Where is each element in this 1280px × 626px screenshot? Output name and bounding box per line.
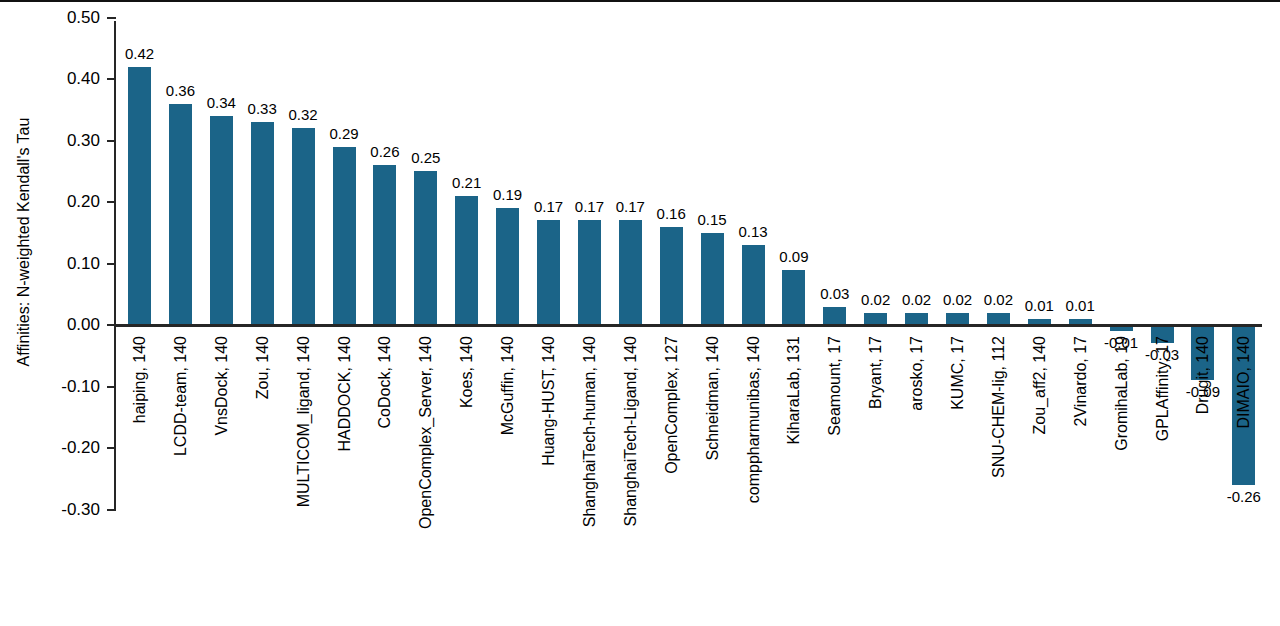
value-label: 0.32 — [288, 107, 317, 123]
bar — [128, 67, 151, 325]
value-label: 0.29 — [329, 126, 358, 142]
category-label: Zou_aff2, 140 — [1030, 336, 1049, 434]
category-label: Seamount, 17 — [825, 336, 844, 436]
value-label: 0.02 — [943, 292, 972, 308]
bar — [292, 128, 315, 325]
zero-line — [114, 324, 1262, 327]
y-tick-label: 0.50 — [34, 9, 100, 27]
category-label: comppharmunibas, 140 — [744, 336, 763, 503]
category-label: SNU-CHEM-lig, 112 — [989, 336, 1008, 478]
value-label: 0.02 — [902, 292, 931, 308]
category-label: Koes, 140 — [457, 336, 476, 408]
value-label: 0.02 — [861, 292, 890, 308]
bar — [455, 196, 478, 325]
category-label: GromihaLab, 19 — [1112, 336, 1131, 451]
category-label: ShanghaiTech-Ligand, 140 — [621, 336, 640, 526]
y-tick-label: 0.10 — [34, 255, 100, 273]
value-label: 0.13 — [738, 224, 767, 240]
y-axis-title: Affinities: N-weighted Kendall's Tau — [15, 118, 33, 367]
y-axis-line — [114, 21, 116, 511]
bar — [742, 245, 765, 325]
top-border-line — [0, 0, 1280, 2]
bar — [210, 116, 233, 325]
value-label: 0.09 — [779, 249, 808, 265]
bar — [782, 270, 805, 325]
bar — [701, 233, 724, 325]
category-label: HADDOCK, 140 — [335, 336, 354, 452]
y-tick-label: -0.30 — [34, 501, 100, 519]
category-label: OpenComplex, 127 — [662, 336, 681, 474]
bar — [251, 122, 274, 325]
category-label: Huang-HUST, 140 — [539, 336, 558, 466]
value-label: 0.26 — [370, 144, 399, 160]
category-label: VnsDock, 140 — [212, 336, 231, 436]
y-tick-label: 0.00 — [34, 316, 100, 334]
value-label: 0.16 — [657, 206, 686, 222]
value-label: 0.42 — [125, 46, 154, 62]
y-tick-label: 0.30 — [34, 132, 100, 150]
category-label: ShanghaiTech-human, 140 — [580, 336, 599, 527]
chart-page: Affinities: N-weighted Kendall's Tau 0.5… — [0, 0, 1280, 626]
category-label: haiping, 140 — [130, 336, 149, 423]
category-label: 2Vinardo, 17 — [1071, 336, 1090, 426]
category-label: CoDock, 140 — [375, 336, 394, 429]
bar — [619, 220, 642, 325]
category-label: KiharaLab, 131 — [784, 336, 803, 445]
value-label: 0.36 — [166, 83, 195, 99]
category-label: MULTICOM_ligand, 140 — [294, 336, 313, 507]
value-label: 0.17 — [575, 199, 604, 215]
value-label: 0.01 — [1066, 298, 1095, 314]
value-label: 0.15 — [697, 212, 726, 228]
category-label: McGuffin, 140 — [498, 336, 517, 435]
bar — [578, 220, 601, 325]
value-label: 0.34 — [207, 95, 236, 111]
category-label: OpenComplex_Server, 140 — [416, 336, 435, 529]
category-label: DIMAIO, 140 — [1234, 336, 1253, 428]
bar — [414, 171, 437, 325]
y-tick-label: -0.10 — [34, 378, 100, 396]
category-label: LCDD-team, 140 — [171, 336, 190, 456]
y-tick-mark — [107, 17, 116, 19]
bar — [373, 165, 396, 325]
value-label: 0.25 — [411, 150, 440, 166]
value-label: -0.26 — [1227, 489, 1261, 505]
bar — [496, 208, 519, 325]
value-label: 0.33 — [248, 101, 277, 117]
value-label: 0.17 — [534, 199, 563, 215]
category-label: Bryant, 17 — [866, 336, 885, 409]
bar — [537, 220, 560, 325]
category-label: KUMC, 17 — [948, 336, 967, 410]
bar — [333, 147, 356, 325]
category-label: Drugit, 140 — [1193, 336, 1212, 414]
category-label: GPLAffinity, 17 — [1153, 336, 1172, 441]
category-label: arosko, 17 — [907, 336, 926, 411]
bar — [169, 104, 192, 325]
category-label: Schneidman, 140 — [703, 336, 722, 461]
value-label: 0.19 — [493, 187, 522, 203]
value-label: 0.01 — [1025, 298, 1054, 314]
value-label: 0.17 — [616, 199, 645, 215]
value-label: 0.21 — [452, 175, 481, 191]
bar — [660, 227, 683, 325]
value-label: 0.03 — [820, 286, 849, 302]
category-label: Zou, 140 — [253, 336, 272, 399]
y-tick-label: -0.20 — [34, 439, 100, 457]
value-label: 0.02 — [984, 292, 1013, 308]
y-tick-label: 0.40 — [34, 70, 100, 88]
bar — [823, 307, 846, 325]
y-tick-label: 0.20 — [34, 193, 100, 211]
